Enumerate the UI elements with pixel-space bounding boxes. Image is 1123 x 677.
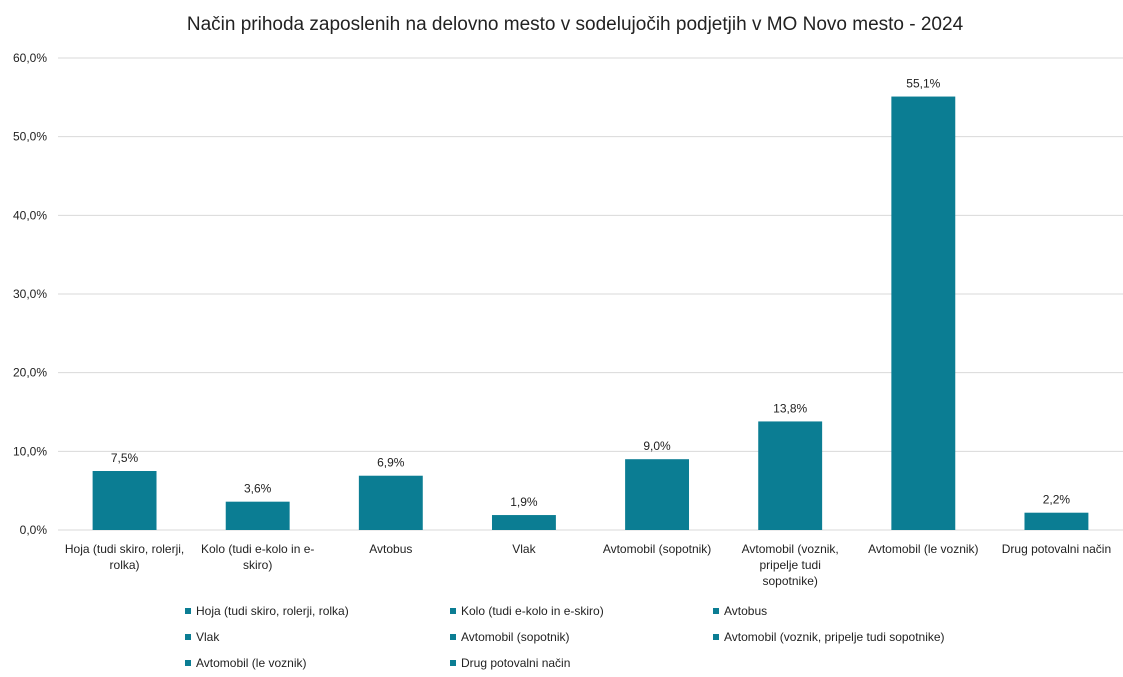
legend-swatch [185, 660, 191, 666]
x-tick-label: Hoja (tudi skiro, rolerji, rolka) [65, 542, 184, 572]
legend-label: Avtomobil (sopotnik) [461, 630, 570, 644]
y-tick-label: 20,0% [13, 366, 47, 380]
data-label: 1,9% [510, 495, 538, 509]
legend-label: Avtomobil (voznik, pripelje tudi sopotni… [724, 630, 945, 644]
legend-swatch [450, 660, 456, 666]
legend-label: Avtobus [724, 604, 767, 618]
bar [358, 475, 423, 530]
x-tick-label: Avtobus [369, 542, 412, 556]
data-label: 6,9% [377, 456, 405, 470]
y-axis: 0,0% 10,0% 20,0% 30,0% 40,0% 50,0% 60,0% [13, 51, 47, 537]
legend: Hoja (tudi skiro, rolerji, rolka) Kolo (t… [185, 604, 945, 670]
bar [92, 471, 157, 530]
legend-label: Vlak [196, 630, 220, 644]
data-label: 9,0% [643, 439, 671, 453]
y-tick-label: 0,0% [20, 523, 48, 537]
data-label: 7,5% [111, 451, 139, 465]
y-tick-label: 30,0% [13, 287, 47, 301]
y-tick-label: 60,0% [13, 51, 47, 65]
legend-item: Hoja (tudi skiro, rolerji, rolka) [185, 604, 349, 618]
data-label: 2,2% [1043, 493, 1071, 507]
y-tick-label: 40,0% [13, 208, 47, 222]
data-labels: 7,5% 3,6% 6,9% 1,9% 9,0% 13,8% 55,1% 2,2% [111, 77, 1071, 510]
bar [758, 421, 823, 530]
x-tick-label: Kolo (tudi e-kolo in e-skiro) [201, 542, 314, 572]
x-tick-label: Drug potovalni način [1002, 542, 1111, 556]
legend-swatch [713, 608, 719, 614]
legend-label: Kolo (tudi e-kolo in e-skiro) [461, 604, 604, 618]
bar [1024, 512, 1089, 530]
chart-title: Način prihoda zaposlenih na delovno mest… [187, 14, 964, 35]
x-axis: Hoja (tudi skiro, rolerji, rolka) Kolo (tu… [65, 542, 1111, 588]
data-label: 55,1% [906, 77, 940, 91]
bar [225, 501, 290, 530]
x-tick-label: Vlak [512, 542, 536, 556]
x-tick-label: Avtomobil (voznik, pripelje tudi sopotnike… [742, 542, 839, 588]
legend-item: Vlak [185, 630, 220, 644]
legend-swatch [185, 608, 191, 614]
y-tick-label: 10,0% [13, 444, 47, 458]
bar [625, 459, 690, 530]
bar [891, 96, 956, 531]
legend-item: Avtomobil (voznik, pripelje tudi sopotni… [713, 630, 945, 644]
gridlines [58, 57, 1123, 531]
x-tick-label: Avtomobil (sopotnik) [603, 542, 712, 556]
bar [491, 515, 556, 530]
data-label: 3,6% [244, 482, 272, 496]
legend-swatch [450, 608, 456, 614]
legend-item: Drug potovalni način [450, 656, 570, 670]
legend-label: Drug potovalni način [461, 656, 570, 670]
data-label: 13,8% [773, 401, 807, 415]
legend-item: Kolo (tudi e-kolo in e-skiro) [450, 604, 604, 618]
bars [92, 96, 1089, 531]
legend-swatch [450, 634, 456, 640]
y-tick-label: 50,0% [13, 130, 47, 144]
legend-label: Hoja (tudi skiro, rolerji, rolka) [196, 604, 349, 618]
legend-item: Avtomobil (le voznik) [185, 656, 306, 670]
legend-label: Avtomobil (le voznik) [196, 656, 306, 670]
legend-swatch [713, 634, 719, 640]
legend-item: Avtobus [713, 604, 767, 618]
legend-swatch [185, 634, 191, 640]
legend-item: Avtomobil (sopotnik) [450, 630, 570, 644]
x-tick-label: Avtomobil (le voznik) [868, 542, 978, 556]
